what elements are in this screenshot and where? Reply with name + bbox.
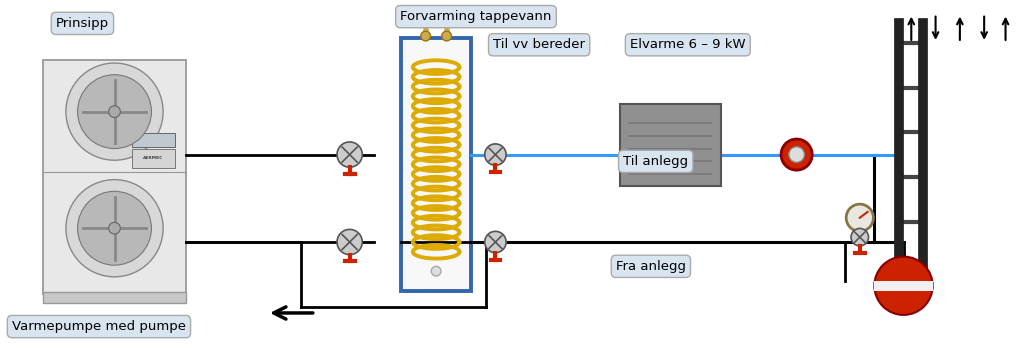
- FancyBboxPatch shape: [132, 149, 175, 168]
- Text: Elvarme 6 – 9 kW: Elvarme 6 – 9 kW: [630, 38, 745, 51]
- Text: Til vv bereder: Til vv bereder: [494, 38, 585, 51]
- Circle shape: [846, 204, 873, 231]
- Circle shape: [66, 63, 163, 160]
- Text: Til anlegg: Til anlegg: [624, 155, 688, 168]
- Text: Fra anlegg: Fra anlegg: [615, 260, 686, 273]
- Circle shape: [337, 229, 362, 255]
- Circle shape: [484, 231, 506, 253]
- Circle shape: [78, 75, 152, 149]
- Text: Forvarming tappevann: Forvarming tappevann: [400, 10, 552, 23]
- Circle shape: [337, 142, 362, 167]
- Circle shape: [66, 180, 163, 277]
- Circle shape: [851, 229, 868, 246]
- Text: Prinsipp: Prinsipp: [56, 17, 109, 30]
- Circle shape: [109, 106, 121, 118]
- FancyBboxPatch shape: [401, 38, 471, 291]
- Circle shape: [421, 31, 430, 41]
- Circle shape: [109, 222, 121, 234]
- Circle shape: [441, 31, 452, 41]
- FancyBboxPatch shape: [43, 291, 186, 303]
- FancyBboxPatch shape: [874, 281, 933, 291]
- Text: Varmepumpe med pumpe: Varmepumpe med pumpe: [12, 320, 186, 333]
- FancyBboxPatch shape: [132, 133, 175, 147]
- FancyBboxPatch shape: [620, 104, 721, 186]
- Circle shape: [431, 266, 441, 276]
- Circle shape: [788, 147, 805, 162]
- FancyBboxPatch shape: [43, 60, 186, 294]
- Text: AERMEC: AERMEC: [143, 156, 164, 160]
- Circle shape: [781, 139, 812, 170]
- Circle shape: [78, 191, 152, 265]
- Circle shape: [484, 144, 506, 165]
- Circle shape: [874, 257, 933, 315]
